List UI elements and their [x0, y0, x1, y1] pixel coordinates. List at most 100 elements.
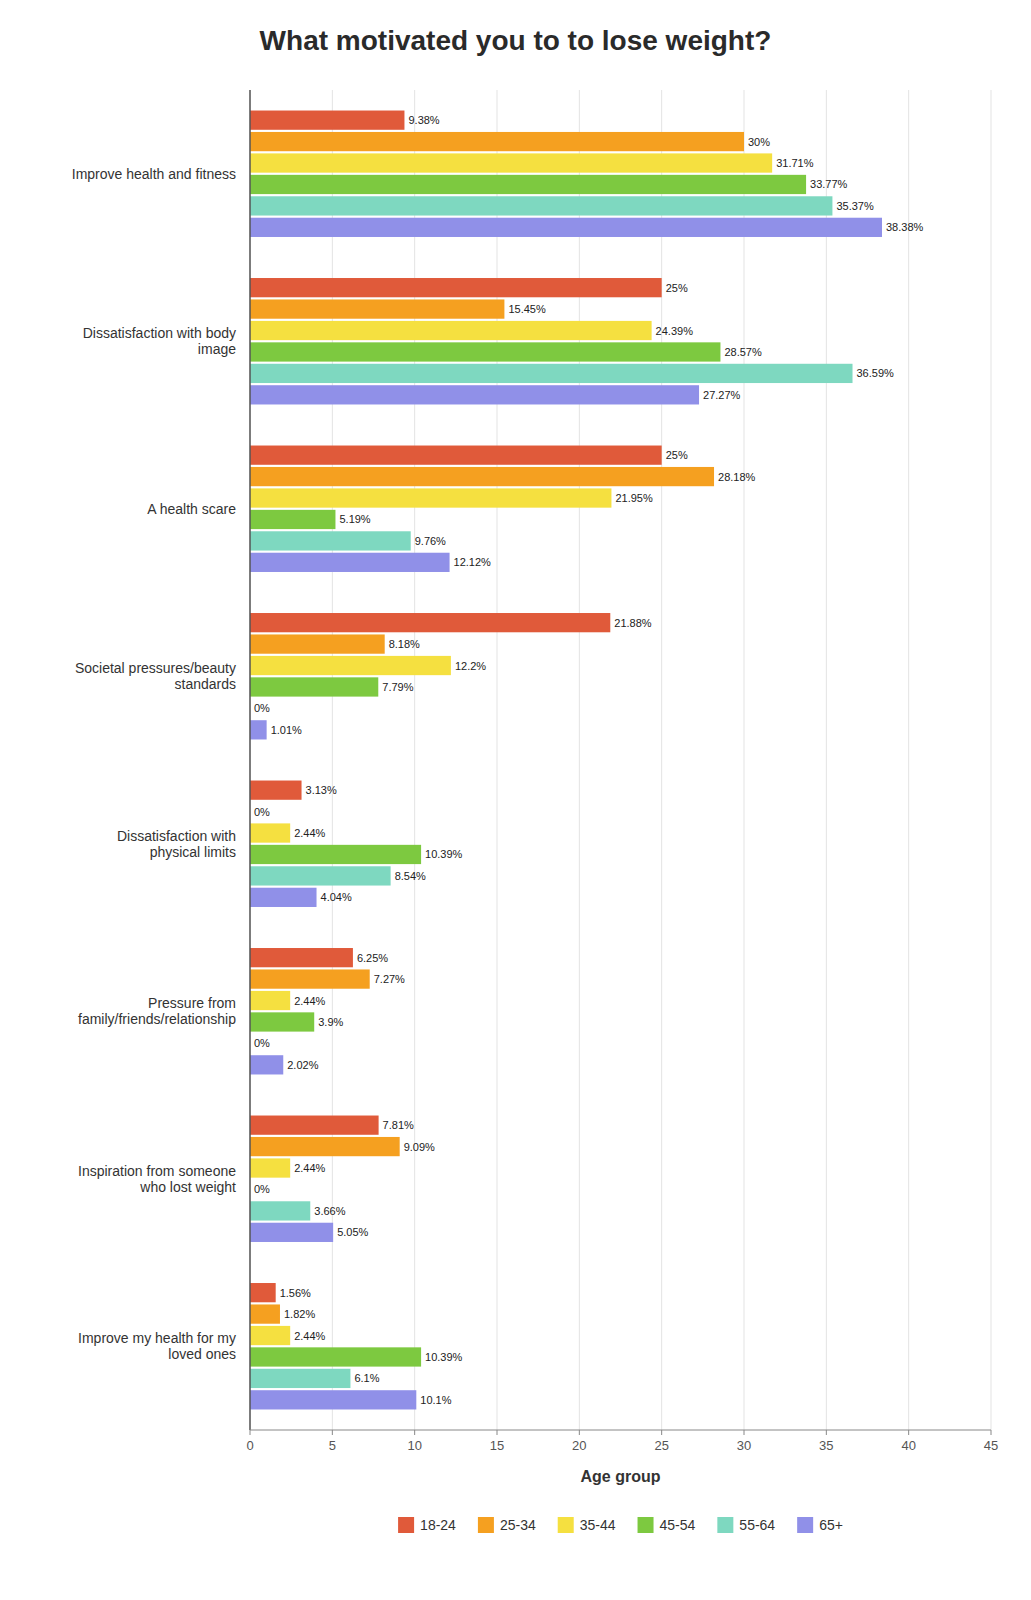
legend-swatch	[478, 1517, 494, 1533]
data-label: 8.18%	[389, 638, 420, 650]
bar	[250, 866, 391, 885]
data-label: 1.56%	[280, 1287, 311, 1299]
data-label: 4.04%	[321, 891, 352, 903]
bar	[250, 299, 504, 318]
data-label: 7.81%	[383, 1119, 414, 1131]
data-label: 7.27%	[374, 973, 405, 985]
x-axis: 051015202530354045	[246, 1430, 998, 1453]
bar	[250, 1369, 350, 1388]
bar	[250, 1347, 421, 1366]
data-label: 30%	[748, 136, 770, 148]
bar	[250, 364, 853, 383]
bar	[250, 1137, 400, 1156]
data-label: 10.39%	[425, 848, 463, 860]
title: What motivated you to to lose weight?	[260, 25, 772, 56]
legend-label: 65+	[819, 1517, 843, 1533]
data-label: 0%	[254, 1037, 270, 1049]
bar	[250, 553, 450, 572]
data-label: 28.57%	[724, 346, 762, 358]
data-label: 1.01%	[271, 724, 302, 736]
category-label: Improve my health for myloved ones	[78, 1330, 236, 1362]
bar	[250, 1116, 379, 1135]
data-label: 7.79%	[382, 681, 413, 693]
category-label: Dissatisfaction withphysical limits	[117, 828, 236, 860]
tick-label: 30	[737, 1438, 751, 1453]
bar	[250, 948, 353, 967]
grid-line	[744, 90, 745, 1430]
bars	[250, 111, 882, 1410]
bar	[250, 1283, 276, 1302]
data-label: 35.37%	[836, 200, 874, 212]
data-label: 33.77%	[810, 178, 848, 190]
data-label: 25%	[666, 449, 688, 461]
data-label: 5.05%	[337, 1226, 368, 1238]
data-label: 9.09%	[404, 1141, 435, 1153]
bar	[250, 677, 378, 696]
bar	[250, 1012, 314, 1031]
x-axis-line	[250, 1430, 991, 1431]
bar	[250, 991, 290, 1010]
data-label: 2.44%	[294, 995, 325, 1007]
bar	[250, 1223, 333, 1242]
tick-label: 35	[819, 1438, 833, 1453]
data-label: 27.27%	[703, 389, 741, 401]
grid-line	[991, 90, 992, 1430]
tick	[579, 1430, 580, 1435]
tick-label: 40	[901, 1438, 915, 1453]
data-label: 3.13%	[306, 784, 337, 796]
data-label: 3.66%	[314, 1205, 345, 1217]
data-label: 2.44%	[294, 1330, 325, 1342]
legend-label: 18-24	[420, 1517, 456, 1533]
bar	[250, 1390, 416, 1409]
bar	[250, 531, 411, 550]
data-label: 6.1%	[354, 1372, 379, 1384]
bar	[250, 1158, 290, 1177]
bar	[250, 218, 882, 237]
bar	[250, 342, 720, 361]
data-label: 0%	[254, 702, 270, 714]
tick	[250, 1430, 251, 1435]
tick	[826, 1430, 827, 1435]
tick	[414, 1430, 415, 1435]
bar	[250, 634, 385, 653]
bar	[250, 888, 317, 907]
grid-line	[826, 90, 827, 1430]
bar	[250, 720, 267, 739]
data-label: 12.2%	[455, 660, 486, 672]
y-axis: Improve health and fitness Dissatisfactio…	[72, 166, 236, 1363]
tick-label: 10	[407, 1438, 421, 1453]
data-label: 9.76%	[415, 535, 446, 547]
bar	[250, 175, 806, 194]
tick-label: 25	[654, 1438, 668, 1453]
data-label: 6.25%	[357, 952, 388, 964]
legend-swatch	[717, 1517, 733, 1533]
bar	[250, 1055, 283, 1074]
bar	[250, 845, 421, 864]
data-labels: 9.38%25%25%21.88%3.13%6.25%7.81%1.56%30%…	[254, 114, 924, 1406]
data-label: 3.9%	[318, 1016, 343, 1028]
data-label: 24.39%	[656, 325, 694, 337]
bar	[250, 823, 290, 842]
bar	[250, 1304, 280, 1323]
data-label: 10.39%	[425, 1351, 463, 1363]
category-label: Dissatisfaction with bodyimage	[83, 325, 237, 357]
bar	[250, 446, 662, 465]
data-label: 9.38%	[408, 114, 439, 126]
bar	[250, 656, 451, 675]
data-label: 8.54%	[395, 870, 426, 882]
bar	[250, 385, 699, 404]
tick-label: 20	[572, 1438, 586, 1453]
bar	[250, 278, 662, 297]
chart: What motivated you to to lose weight? 9.3…	[0, 0, 1031, 1600]
tick	[661, 1430, 662, 1435]
data-label: 12.12%	[454, 556, 492, 568]
bar	[250, 969, 370, 988]
bar	[250, 613, 610, 632]
legend-label: 45-54	[660, 1517, 696, 1533]
bar	[250, 196, 832, 215]
data-label: 31.71%	[776, 157, 814, 169]
data-label: 28.18%	[718, 471, 756, 483]
category-label: Improve health and fitness	[72, 166, 236, 182]
bar	[250, 467, 714, 486]
bar	[250, 321, 652, 340]
